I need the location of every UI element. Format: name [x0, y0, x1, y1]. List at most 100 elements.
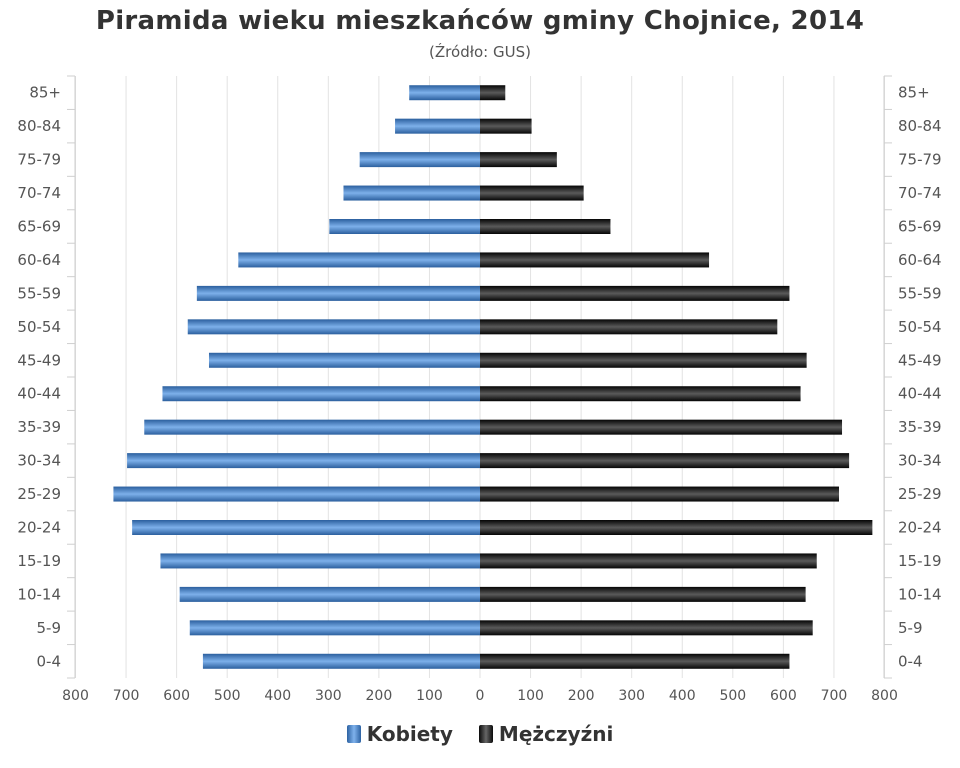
x-tick-label: 500	[719, 688, 746, 704]
bar-women	[196, 285, 480, 301]
y-tick-label-left: 10-14	[17, 585, 61, 603]
legend-swatch-men	[478, 725, 493, 743]
bars	[113, 85, 873, 669]
bar-men	[480, 419, 843, 435]
bar-men	[480, 252, 710, 268]
x-tick-label: 100	[517, 688, 544, 704]
y-tick-label-right: 20-24	[898, 519, 942, 537]
y-tick-label-left: 60-64	[17, 251, 61, 269]
bar-women	[329, 219, 480, 234]
y-tick-label-right: 5-9	[898, 619, 923, 637]
legend[interactable]: Kobiety Mężczyźni	[0, 722, 960, 746]
bar-men	[480, 118, 532, 134]
y-tick-label-right: 35-39	[898, 418, 942, 436]
legend-item-women[interactable]: Kobiety	[346, 722, 453, 746]
y-tick-label-right: 0-4	[898, 652, 923, 670]
bar-women	[238, 252, 480, 268]
y-tick-label-left: 85+	[29, 84, 61, 102]
bar-women	[189, 620, 481, 636]
x-tick-label: 700	[113, 688, 140, 704]
y-tick-label-left: 5-9	[37, 619, 62, 637]
legend-label-men: Mężczyźni	[498, 722, 614, 746]
y-tick-label-left: 65-69	[17, 218, 61, 236]
y-tick-label-left: 35-39	[17, 418, 61, 436]
y-tick-label-left: 40-44	[17, 385, 61, 403]
bar-women	[162, 386, 480, 402]
chart-subtitle: (Źródło: GUS)	[429, 43, 531, 61]
bar-women	[160, 553, 480, 569]
x-tick-label: 200	[366, 688, 393, 704]
x-tick-label: 700	[821, 688, 848, 704]
y-tick-label-right: 65-69	[898, 218, 942, 236]
y-tick-label-right: 55-59	[898, 284, 942, 302]
x-tick-label: 400	[669, 688, 696, 704]
bar-women	[144, 419, 480, 435]
y-tick-label-left: 20-24	[17, 519, 61, 537]
bar-men	[480, 453, 850, 469]
bar-women	[202, 653, 481, 669]
bar-women	[179, 586, 480, 602]
tick-labels: 800 700 600 500 400 300 200 100 0 100 200 300 400 500…	[17, 84, 941, 704]
y-tick-label-right: 25-29	[898, 485, 942, 503]
bar-men	[480, 319, 778, 335]
x-tick-label: 100	[416, 688, 443, 704]
bar-men	[480, 152, 557, 168]
y-tick-label-right: 15-19	[898, 552, 942, 570]
bar-women	[409, 85, 480, 101]
y-tick-label-right: 85+	[898, 84, 930, 102]
bar-men	[480, 219, 611, 234]
y-tick-label-right: 10-14	[898, 585, 942, 603]
y-tick-label-right: 40-44	[898, 385, 942, 403]
bar-men	[480, 586, 806, 602]
y-tick-label-right: 50-54	[898, 318, 942, 336]
y-tick-label-right: 60-64	[898, 251, 942, 269]
bar-men	[480, 620, 813, 636]
y-tick-label-left: 15-19	[17, 552, 61, 570]
bar-women	[113, 486, 480, 502]
bar-men	[480, 185, 584, 201]
y-tick-label-left: 75-79	[17, 151, 61, 169]
axes	[67, 75, 892, 679]
y-tick-label-left: 55-59	[17, 284, 61, 302]
y-tick-label-left: 50-54	[17, 318, 61, 336]
bar-men	[480, 85, 506, 101]
bar-women	[395, 118, 480, 134]
legend-label-women: Kobiety	[366, 722, 453, 746]
x-tick-label: 800	[871, 688, 898, 704]
x-tick-label: 600	[770, 688, 797, 704]
x-tick-label: 200	[568, 688, 595, 704]
y-tick-label-right: 30-34	[898, 452, 942, 470]
y-tick-label-left: 80-84	[17, 117, 61, 135]
x-tick-label: 0	[476, 688, 485, 704]
y-tick-label-left: 45-49	[17, 351, 61, 369]
bar-women	[359, 152, 480, 168]
bar-men	[480, 386, 801, 402]
y-tick-label-right: 70-74	[898, 184, 942, 202]
x-tick-label: 500	[214, 688, 241, 704]
bar-men	[480, 285, 790, 301]
x-tick-label: 300	[618, 688, 645, 704]
y-tick-label-left: 25-29	[17, 485, 61, 503]
y-tick-label-left: 70-74	[17, 184, 61, 202]
bar-women	[343, 185, 480, 201]
bar-men	[480, 520, 873, 535]
legend-item-men[interactable]: Mężczyźni	[478, 722, 614, 746]
y-tick-label-left: 0-4	[37, 652, 62, 670]
bar-women	[187, 319, 480, 335]
bar-men	[480, 653, 790, 669]
chart-title: Piramida wieku mieszkańców gminy Chojnic…	[95, 6, 865, 36]
x-tick-label: 300	[315, 688, 342, 704]
bar-men	[480, 352, 807, 368]
y-tick-label-left: 30-34	[17, 452, 61, 470]
y-tick-label-right: 75-79	[898, 151, 942, 169]
bar-men	[480, 486, 839, 502]
bar-women	[132, 520, 480, 535]
bar-women	[127, 453, 480, 469]
bar-women	[208, 352, 481, 368]
y-tick-label-right: 80-84	[898, 117, 942, 135]
x-tick-label: 600	[163, 688, 190, 704]
x-tick-label: 400	[264, 688, 291, 704]
bar-men	[480, 553, 817, 569]
x-tick-label: 800	[62, 688, 89, 704]
